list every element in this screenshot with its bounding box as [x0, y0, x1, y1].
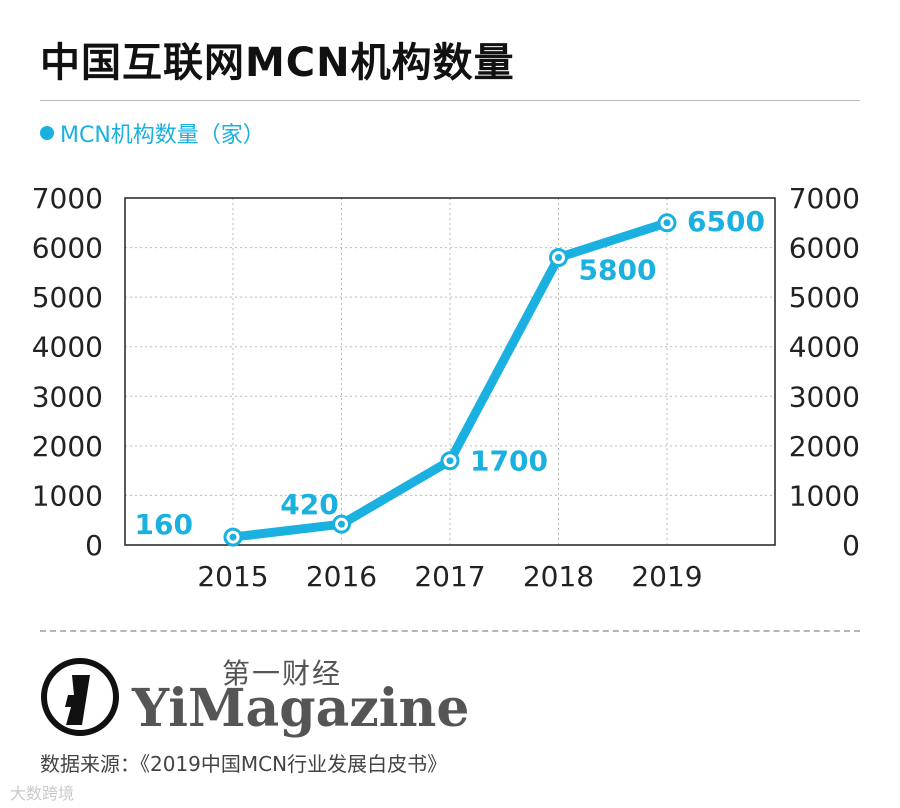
- footer-divider: [40, 630, 860, 632]
- y-tick-label-right: 3000: [789, 380, 860, 413]
- watermark: 大数跨境: [10, 784, 75, 803]
- x-tick-label: 2015: [197, 560, 268, 593]
- y-tick-label-right: 4000: [789, 331, 860, 364]
- plot-frame: [124, 197, 776, 546]
- x-tick-label: 2017: [414, 560, 485, 593]
- x-tick-label: 2018: [523, 560, 594, 593]
- y-tick-label-left: 6000: [32, 232, 103, 265]
- line-chart: 0 0 1000 1000 2000 2000 3000 3000 4000 4000 5000 50…: [32, 182, 860, 593]
- data-point-center: [446, 457, 454, 465]
- y-tick-label-left: 0: [85, 529, 103, 562]
- data-source: 数据来源：《2019中国MCN行业发展白皮书》: [40, 752, 448, 776]
- y-tick-label-right: 2000: [789, 430, 860, 463]
- title-divider: [40, 100, 860, 101]
- data-label: 420: [280, 488, 338, 521]
- y-tick-label-right: 1000: [789, 479, 860, 512]
- y-tick-label-left: 7000: [32, 182, 103, 215]
- y-tick-label-right: 5000: [789, 281, 860, 314]
- data-label: 5800: [579, 253, 657, 286]
- legend-label: MCN机构数量（家）: [60, 123, 265, 148]
- chart-legend: MCN机构数量（家）: [40, 118, 265, 148]
- data-point-center: [338, 520, 345, 528]
- page-title: 中国互联网MCN机构数量: [40, 40, 515, 86]
- x-tick-label: 2016: [306, 560, 377, 593]
- yimagazine-logo-icon: [41, 658, 119, 736]
- data-label: 160: [135, 508, 193, 541]
- y-tick-label-right: 7000: [789, 182, 860, 215]
- data-label: 1700: [470, 445, 548, 478]
- y-tick-label-right: 0: [842, 529, 860, 562]
- data-point-center: [663, 219, 671, 227]
- data-label: 6500: [687, 205, 765, 238]
- brand-chinese-name: 第一财经: [222, 657, 343, 690]
- x-tick-label: 2019: [631, 560, 702, 593]
- y-tick-label-left: 3000: [32, 380, 103, 413]
- legend-dot-icon: [40, 126, 54, 140]
- y-tick-label-left: 4000: [32, 331, 103, 364]
- y-tick-label-left: 5000: [32, 281, 103, 314]
- y-tick-label-left: 2000: [32, 430, 103, 463]
- brand-english-name: YiMagazine: [132, 678, 470, 739]
- data-point-center: [555, 253, 562, 261]
- data-point-center: [229, 533, 237, 541]
- y-tick-label-right: 6000: [789, 232, 860, 265]
- y-tick-label-left: 1000: [32, 479, 103, 512]
